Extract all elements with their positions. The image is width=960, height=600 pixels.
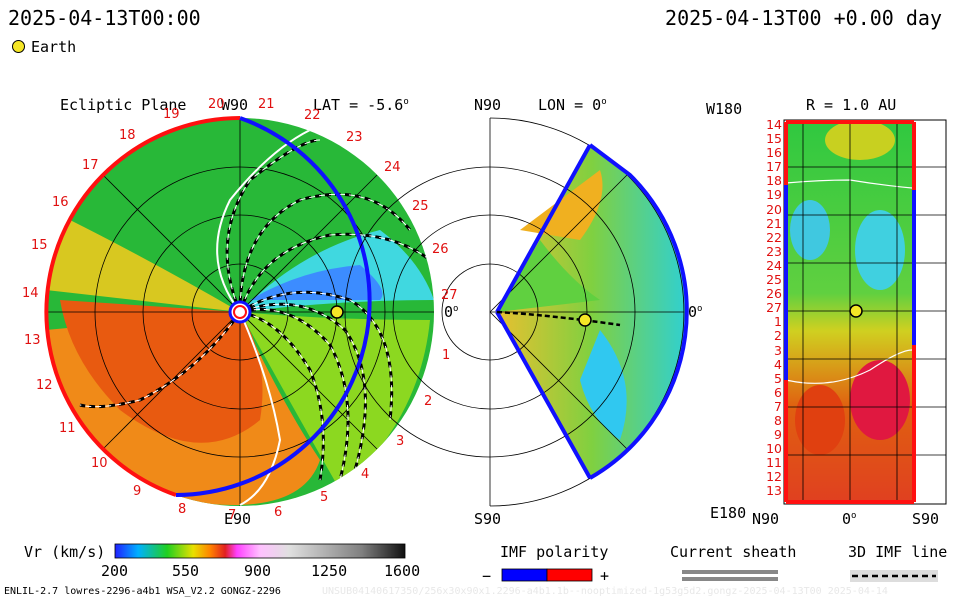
colorbar-title: Vr (km/s)	[24, 543, 106, 561]
row-label: 5	[774, 370, 782, 386]
ecliptic-plane-panel	[44, 116, 434, 506]
row-label: 12	[766, 469, 782, 485]
row-label: 2	[774, 328, 782, 344]
synoptic-bottom-left-label: E180	[710, 504, 747, 522]
sector-label: 14	[22, 286, 39, 301]
earth-meridional-marker	[578, 313, 592, 327]
sector-label: 1	[442, 348, 451, 363]
synoptic-x-label-0: 0o	[842, 510, 857, 528]
earth-legend-label: Earth	[31, 38, 77, 56]
colorbar-tick: 200	[101, 562, 129, 580]
row-label: 4	[774, 356, 782, 372]
vr-colorbar	[114, 543, 406, 559]
row-label: 6	[774, 384, 782, 400]
current-sheath-title: Current sheath	[670, 543, 797, 561]
sector-label: 19	[163, 107, 180, 122]
sector-label: 10	[91, 456, 108, 471]
row-label: 9	[774, 427, 782, 443]
row-label: 10	[766, 441, 782, 457]
row-label: 24	[766, 257, 782, 273]
row-label: 16	[766, 145, 782, 161]
row-label: 15	[766, 131, 782, 147]
current-time: 2025-04-13T00 +0.00 day	[665, 6, 942, 30]
synoptic-x-label-s90: S90	[912, 510, 940, 528]
row-label: 23	[766, 243, 782, 259]
ecliptic-top-label: W90	[221, 96, 249, 114]
current-sheath-swatch-bottom	[682, 577, 778, 581]
sector-label: 11	[59, 421, 76, 436]
sector-label: 9	[133, 484, 142, 499]
model-info: ENLIL-2.7 lowres-2296-a4b1 WSA_V2.2 GONG…	[4, 586, 281, 597]
current-sheath-swatch-top	[682, 570, 778, 574]
imf-polarity-title: IMF polarity	[500, 543, 609, 561]
row-label: 13	[766, 483, 782, 499]
colorbar-tick: 900	[244, 562, 272, 580]
sector-label: 4	[361, 467, 370, 482]
synoptic-row-labels: 14 15 16 17 18 19 20 21 22 23 24 25 26 2…	[748, 117, 782, 499]
row-label: 7	[774, 398, 782, 414]
earth-marker-icon	[12, 40, 25, 53]
sector-label: 17	[82, 158, 99, 173]
sector-label: 18	[119, 128, 136, 143]
meridional-panel	[344, 117, 689, 507]
sector-label: 13	[24, 333, 41, 348]
row-label: 25	[766, 272, 782, 288]
colorbar-tick: 1250	[311, 562, 348, 580]
sector-label: 26	[432, 242, 449, 257]
sector-label: 5	[320, 490, 329, 505]
ecliptic-bottom-label: E90	[224, 510, 252, 528]
sector-label: 15	[31, 238, 48, 253]
row-label: 1	[774, 314, 782, 330]
sector-label: 2	[424, 394, 433, 409]
row-label: 20	[766, 201, 782, 217]
meridional-bottom-label: S90	[474, 510, 502, 528]
row-label: 26	[766, 286, 782, 302]
sector-label: 25	[412, 199, 429, 214]
earth-synoptic-marker	[849, 304, 863, 318]
sector-label: 12	[36, 378, 53, 393]
row-label: 27	[766, 300, 782, 316]
row-label: 11	[766, 455, 782, 471]
imf-polarity-plus-label: +	[600, 567, 610, 585]
row-label: 8	[774, 412, 782, 428]
row-label: 21	[766, 215, 782, 231]
row-label: 17	[766, 159, 782, 175]
ecliptic-right-label: 0o	[444, 303, 459, 321]
row-label: 22	[766, 229, 782, 245]
meridional-lon-label: LON = 0o	[538, 96, 607, 114]
colorbar-tick: 1600	[384, 562, 421, 580]
sector-label: 6	[274, 505, 283, 520]
colorbar-tick: 550	[172, 562, 200, 580]
imf-polarity-minus-label: −	[482, 567, 492, 585]
imf-polarity-positive-swatch	[546, 568, 593, 582]
meridional-top-label: N90	[474, 96, 502, 114]
synoptic-r-label: R = 1.0 AU	[806, 96, 897, 114]
ecliptic-title: Ecliptic Plane	[60, 96, 187, 114]
start-time: 2025-04-13T00:00	[8, 6, 201, 30]
synoptic-x-label-n90: N90	[752, 510, 780, 528]
row-label: 14	[766, 117, 782, 132]
run-id: UNSUB04140617350/256x30x90x1.2296-a4b1.1…	[322, 586, 888, 597]
sector-label: 22	[304, 108, 321, 123]
imf-line-title: 3D IMF line	[848, 543, 948, 561]
sector-label: 3	[396, 434, 405, 449]
sector-label: 23	[346, 130, 363, 145]
row-label: 18	[766, 173, 782, 189]
earth-ecliptic-marker	[330, 305, 344, 319]
meridional-right-label: 0o	[688, 303, 703, 321]
ecliptic-lat-label: LAT = -5.6o	[313, 96, 409, 114]
synoptic-panel	[783, 119, 947, 505]
row-label: 3	[774, 342, 782, 358]
sector-label: 21	[258, 97, 275, 112]
synoptic-top-left-label: W180	[706, 100, 743, 118]
sector-label: 7	[228, 508, 237, 523]
sector-label: 16	[52, 195, 69, 210]
sector-label: 8	[178, 502, 187, 517]
sector-label: 27	[441, 288, 458, 303]
sector-label: 24	[384, 160, 401, 175]
sector-label: 20	[208, 97, 225, 112]
row-label: 19	[766, 187, 782, 203]
